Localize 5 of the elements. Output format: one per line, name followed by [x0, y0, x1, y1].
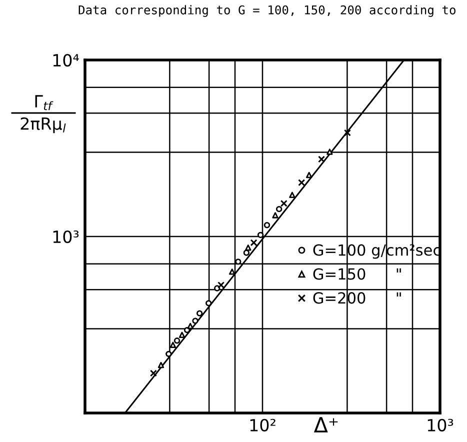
chart-title: Data corresponding to G = 100, 150, 200 according to [78, 5, 456, 17]
x-axis-title: Δ⁺ [314, 417, 338, 432]
y-axis-title: Γ$_{tf}$ 2πRμ$_{l}$ [20, 95, 66, 134]
x-tick-label: 10² [250, 418, 276, 432]
y-tick-label: 10⁴ [53, 54, 79, 67]
